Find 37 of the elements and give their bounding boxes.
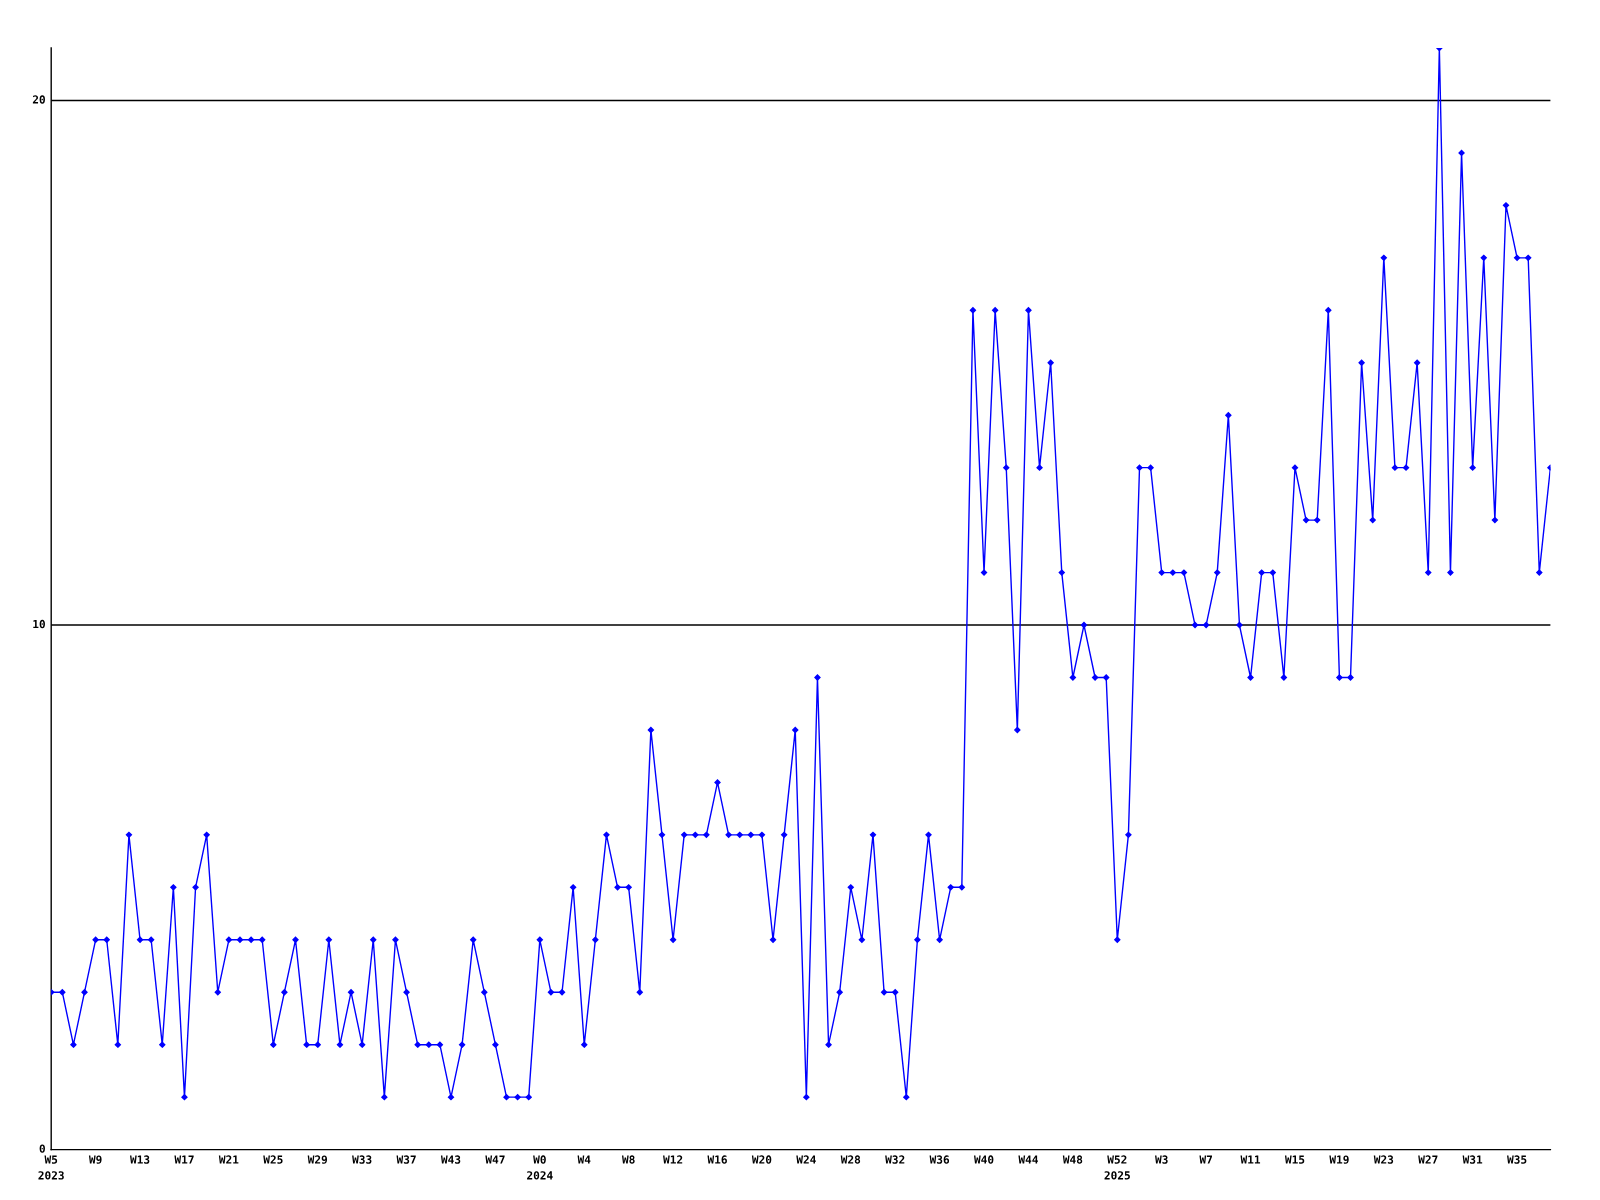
- x-tick-label: W48: [1062, 1155, 1083, 1164]
- x-tick-label: W11: [1240, 1155, 1261, 1164]
- y-tick-label: 0: [39, 1144, 45, 1153]
- x-tick-label: W47: [485, 1155, 505, 1164]
- x-tick-label: W7: [1199, 1155, 1212, 1164]
- x-tick-label: W24: [796, 1155, 816, 1164]
- x-tick-label: W31: [1462, 1155, 1483, 1164]
- x-tick-label: W23: [1373, 1155, 1394, 1164]
- x-tick-label: W44: [1018, 1155, 1038, 1164]
- x-tick-label: W43: [440, 1155, 461, 1164]
- x-tick-label: W29: [307, 1155, 328, 1164]
- x-tick-label: W3: [1155, 1155, 1168, 1164]
- x-tick-label: W16: [707, 1155, 727, 1164]
- x-tick-label: W37: [396, 1155, 416, 1164]
- x-tick-label: W13: [130, 1155, 150, 1164]
- x-tick-label: W28: [840, 1155, 861, 1164]
- x-tick-label: W27: [1418, 1155, 1438, 1164]
- y-tick-label: 20: [32, 95, 45, 104]
- x-tick-label: W9: [88, 1155, 102, 1164]
- x-tick-label: W36: [929, 1155, 950, 1164]
- x-tick-label: W17: [174, 1155, 194, 1164]
- y-tick-label: 10: [33, 619, 45, 629]
- x-tick-label: W15: [1284, 1155, 1305, 1164]
- x-tick-label: W40: [974, 1155, 994, 1164]
- x-tick-label: W25: [263, 1155, 283, 1164]
- x-tick-label: W12: [663, 1155, 683, 1164]
- x-tick-label: W21: [218, 1155, 239, 1164]
- x-tick-label: W5 2023: [38, 1155, 64, 1180]
- x-tick-label: W52 2025: [1104, 1155, 1130, 1180]
- x-tick-label: W32: [885, 1155, 905, 1164]
- x-tick-label: W20: [751, 1155, 772, 1164]
- x-tick-label: W0 2024: [527, 1155, 553, 1180]
- x-tick-label: W4: [577, 1155, 591, 1164]
- x-tick-label: W8: [621, 1155, 635, 1164]
- x-tick-label: W19: [1329, 1155, 1349, 1164]
- x-tick-label: W33: [352, 1155, 372, 1164]
- x-tick-label: W35: [1507, 1155, 1527, 1164]
